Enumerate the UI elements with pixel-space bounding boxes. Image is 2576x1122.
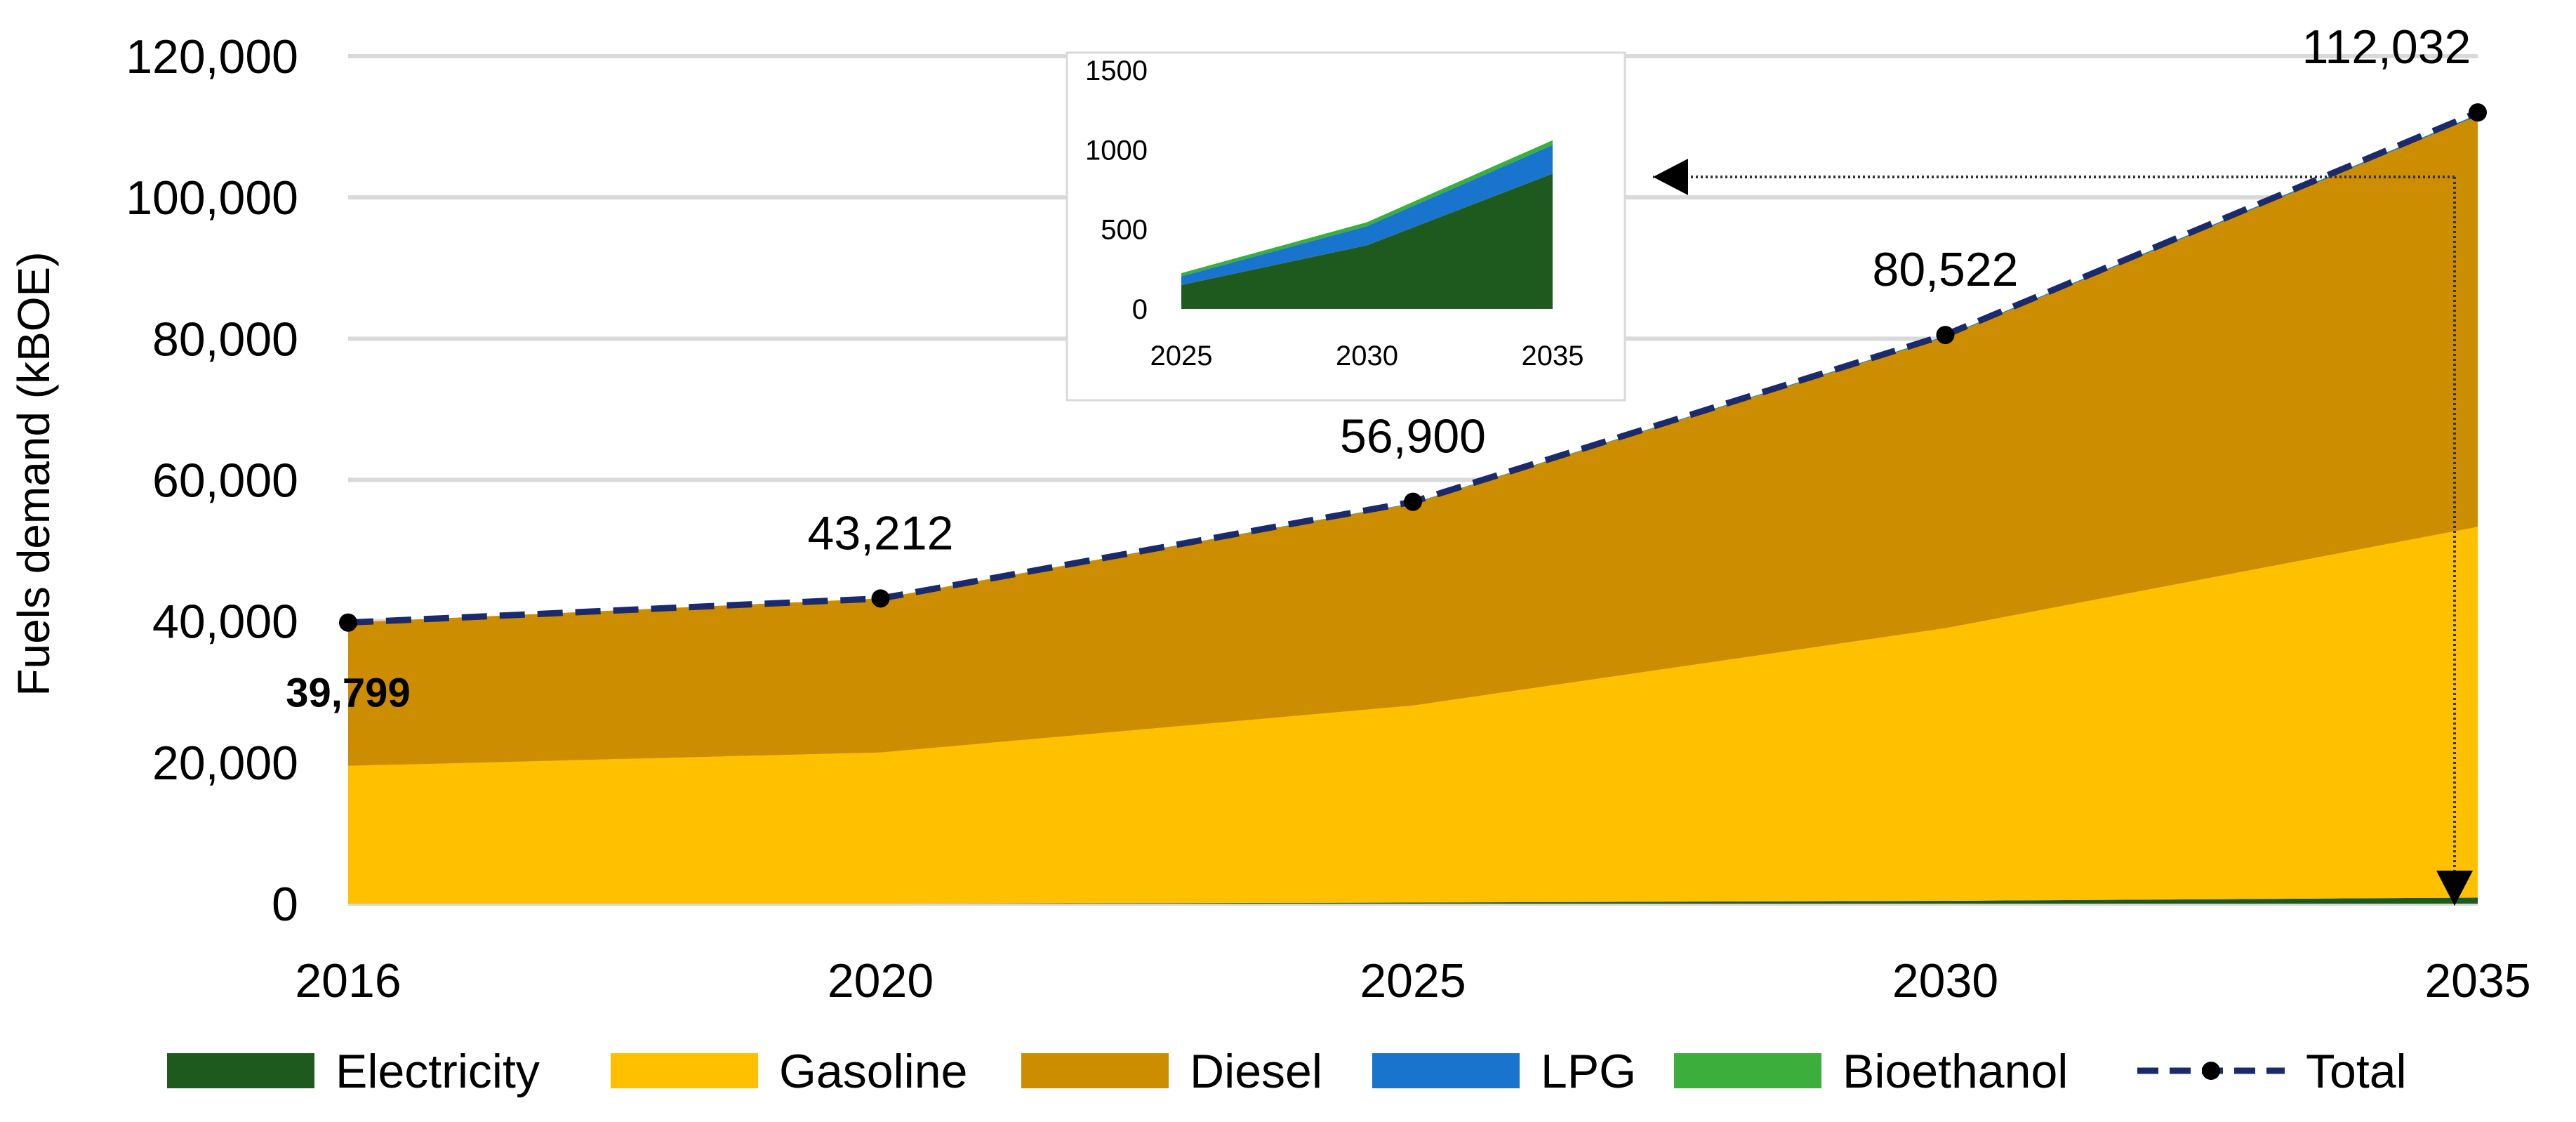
callout-arrowhead-left	[1653, 159, 1688, 195]
x-tick-label: 2025	[1360, 954, 1466, 1008]
inset-area-lpg	[1181, 145, 1553, 285]
total-point	[1404, 492, 1422, 511]
area-gasoline	[348, 527, 2478, 904]
inset-x-tick-label: 2025	[1150, 341, 1213, 371]
total-value-label: 56,900	[1340, 410, 1486, 463]
legend-swatch-bioethanol	[1674, 1053, 1821, 1088]
total-series: 39,799 43,212 56,900 80,522 112,032	[286, 20, 2487, 716]
x-tick-label: 2020	[828, 954, 934, 1008]
y-tick-label: 120,000	[126, 30, 298, 84]
legend-swatch-lpg	[1372, 1053, 1520, 1088]
axes: Fuels demand (kBOE) 0 20,000 40,000 60,000 8…	[8, 30, 2531, 1008]
callout-arrowhead-down	[2436, 871, 2473, 906]
legend-swatch-gasoline	[611, 1053, 758, 1088]
y-tick-label: 80,000	[152, 312, 298, 366]
inset-x-tick-label: 2030	[1336, 341, 1398, 371]
inset-y-tick-label: 1500	[1085, 55, 1148, 86]
legend-label: LPG	[1541, 1045, 1636, 1098]
legend-swatch-diesel	[1021, 1053, 1169, 1088]
total-value-label: 43,212	[808, 506, 954, 560]
y-tick-label: 20,000	[152, 737, 298, 790]
y-axis-title: Fuels demand (kBOE)	[8, 251, 59, 696]
total-point	[871, 589, 890, 608]
callout-arrow	[1653, 159, 2473, 906]
inset-y-tick-label: 500	[1101, 215, 1148, 246]
x-tick-label: 2030	[1892, 954, 1998, 1008]
total-value-label: 112,032	[2302, 20, 2471, 74]
x-tick-label: 2016	[295, 954, 401, 1008]
inset-y-tick-label: 0	[1132, 294, 1148, 325]
total-value-label: 39,799	[286, 671, 410, 716]
legend-label: Electricity	[336, 1045, 540, 1098]
y-tick-label: 0	[272, 878, 298, 931]
legend-swatch-total-marker	[2202, 1062, 2220, 1080]
legend-label: Diesel	[1190, 1045, 1322, 1098]
legend-label: Total	[2306, 1045, 2407, 1098]
total-point	[339, 613, 357, 632]
x-tick-label: 2035	[2424, 954, 2530, 1008]
legend: Electricity Gasoline Diesel LPG Bioethanol To…	[167, 1045, 2407, 1098]
y-tick-label: 40,000	[152, 595, 298, 649]
legend-swatch-electricity	[167, 1053, 314, 1088]
legend-label: Bioethanol	[1843, 1045, 2068, 1098]
inset-area-electricity	[1181, 173, 1553, 309]
total-value-label: 80,522	[1873, 243, 2019, 296]
total-point	[2469, 103, 2487, 122]
legend-label: Gasoline	[779, 1045, 967, 1098]
inset-x-tick-label: 2035	[1522, 341, 1584, 371]
inset-chart: 0 500 1000 1500 2025 2030 2035	[1065, 51, 1626, 402]
y-tick-label: 100,000	[126, 171, 298, 225]
area-electricity	[348, 897, 2478, 904]
y-tick-label: 60,000	[152, 454, 298, 508]
inset-y-tick-label: 1000	[1085, 135, 1148, 166]
total-point	[1936, 326, 1955, 345]
